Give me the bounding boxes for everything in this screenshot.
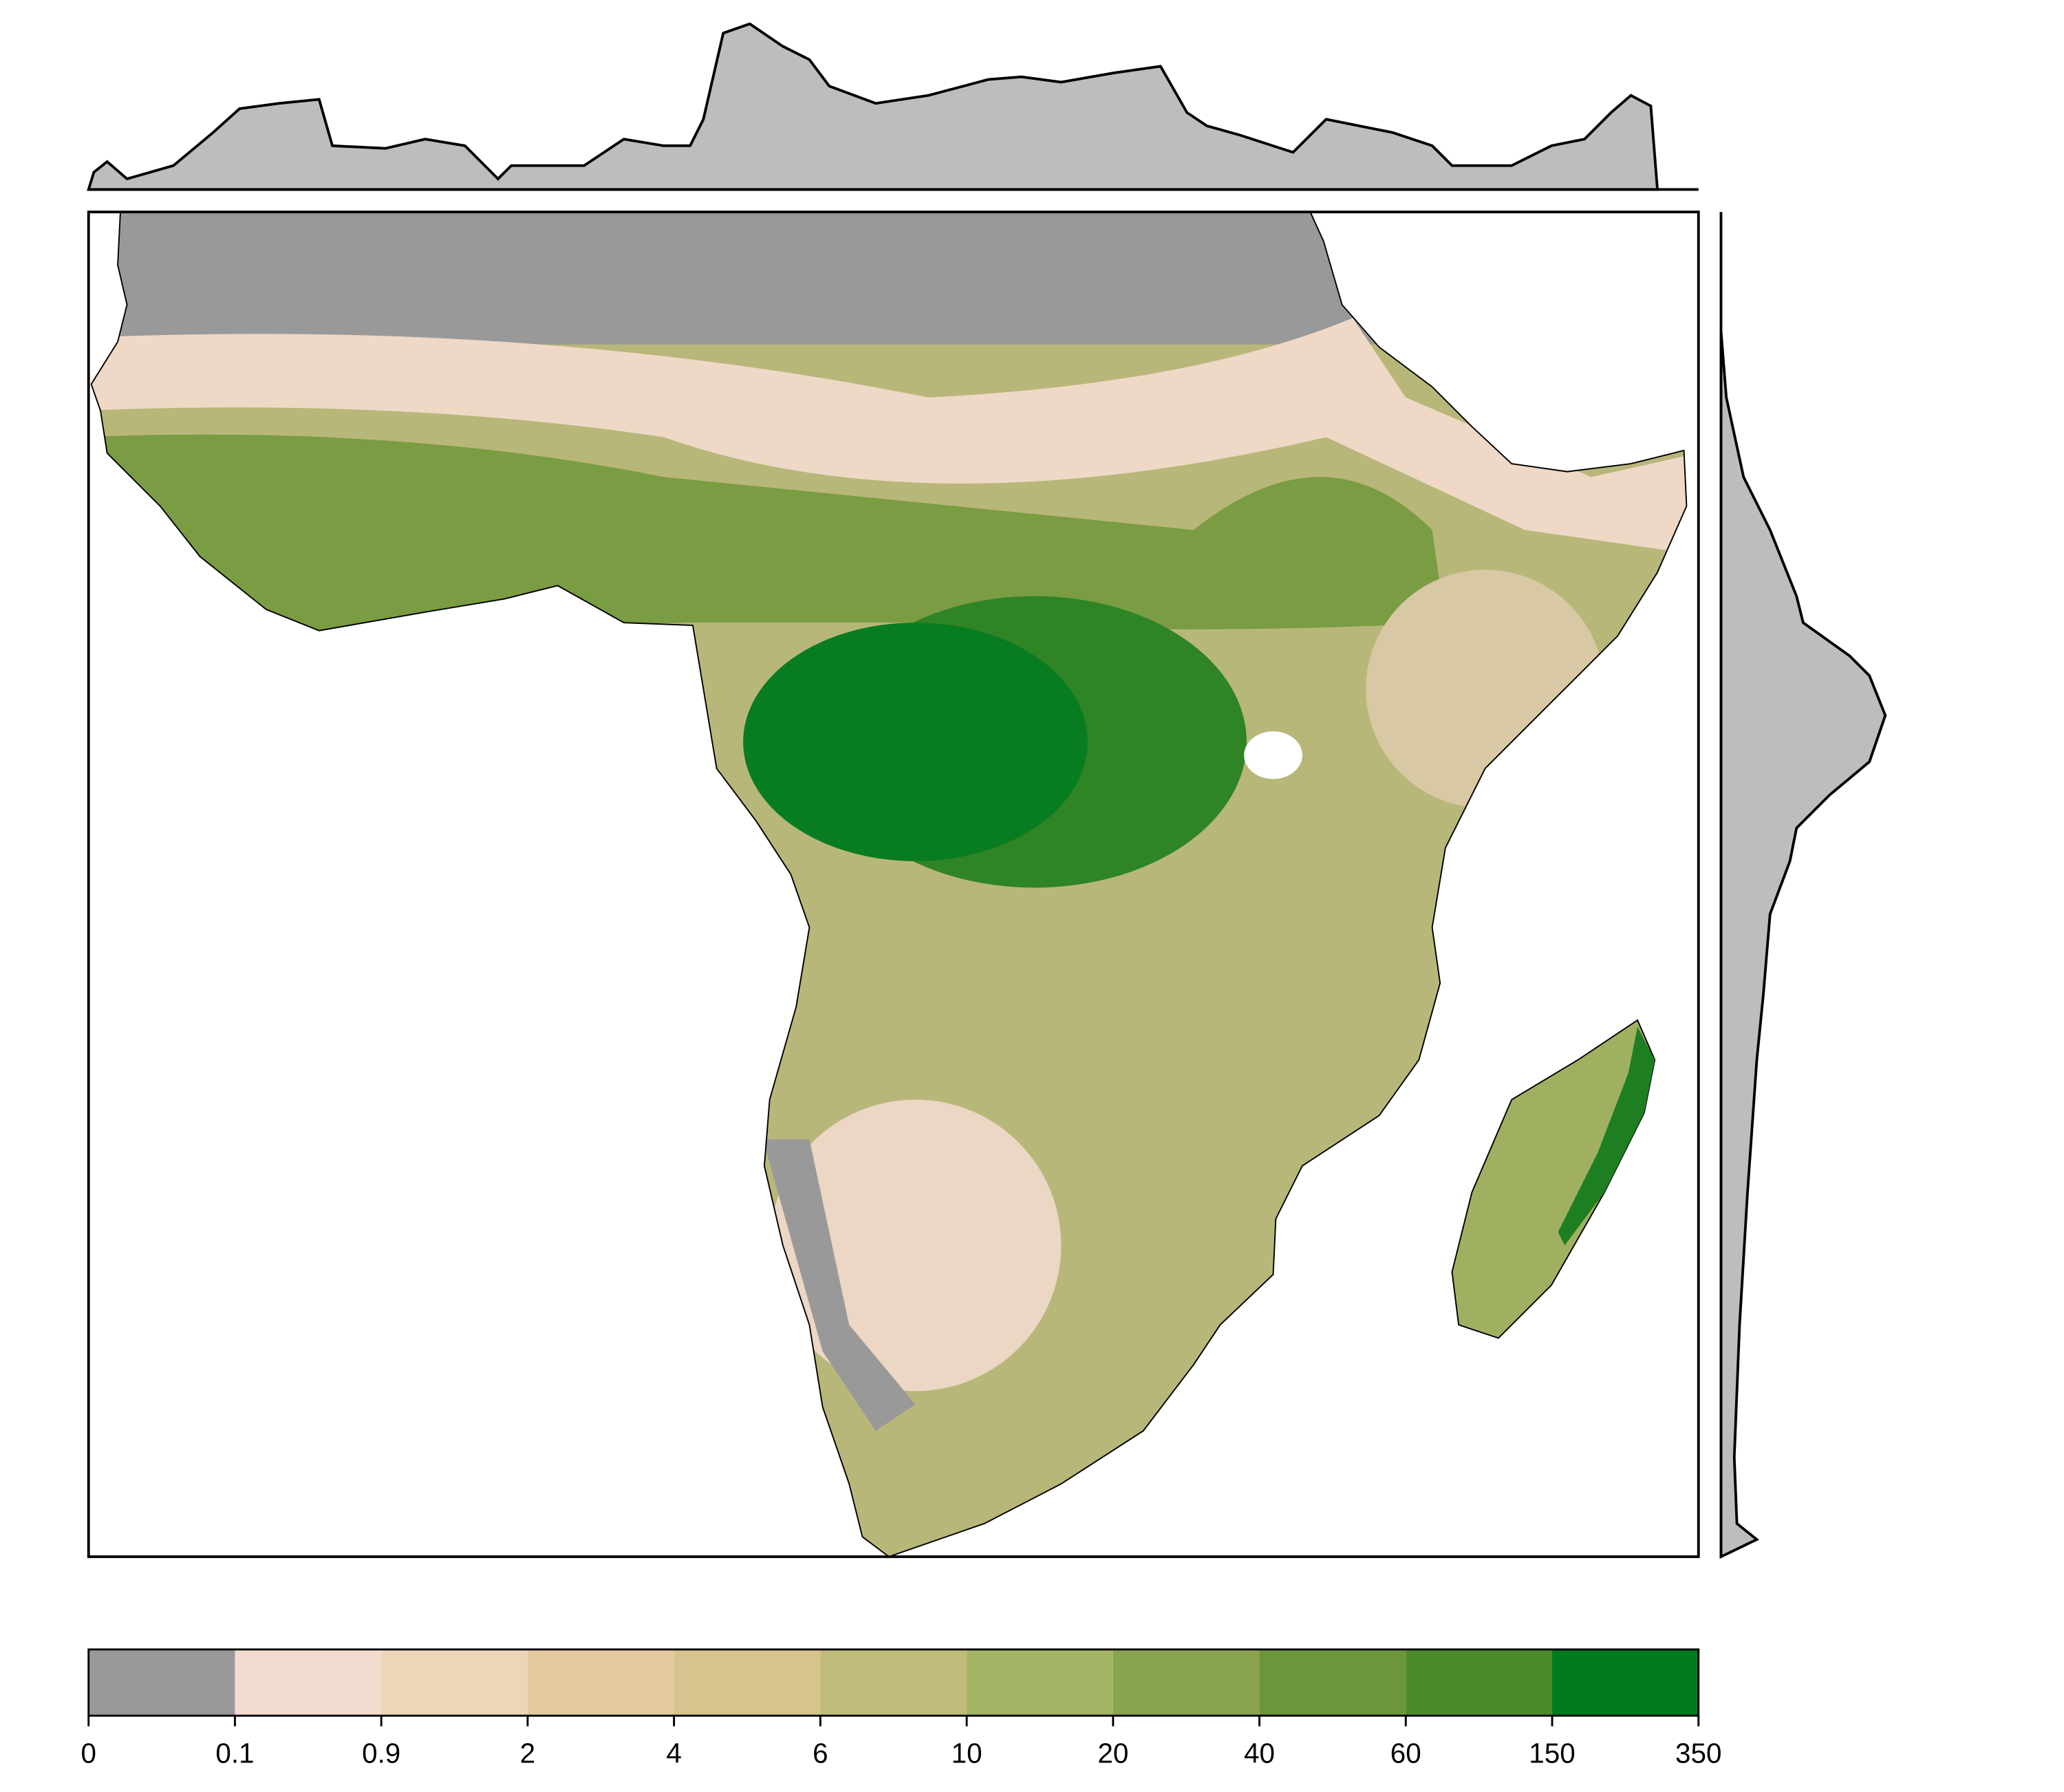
tick-label: 0.9 [362,1738,400,1769]
tick-label: 150 [1529,1738,1575,1769]
tick-label: 4 [666,1738,682,1769]
tick-label: 2 [520,1738,535,1769]
tick-label: 10 [952,1738,982,1769]
color-bin [527,1649,674,1716]
map-panel [87,210,1700,1558]
colorbar-frame [87,1648,1700,1717]
desert-band [91,212,1687,345]
sahel-band [91,318,1687,557]
color-bin [1406,1649,1553,1716]
tick-label: 350 [1675,1738,1721,1769]
color-bin [381,1649,528,1716]
horn-dry [1366,570,1604,808]
right-marginal [1719,212,1887,1559]
madagascar-forest [1558,1026,1655,1246]
color-bin [88,1649,235,1716]
lake-victoria [1244,731,1302,779]
color-bin [820,1649,967,1716]
map-frame [87,210,1700,1558]
color-bin [1552,1649,1699,1716]
savanna-band [91,434,1445,636]
top-marginal [87,22,1699,191]
africa-raster [91,212,1687,1557]
color-bin [1259,1649,1406,1716]
right-profile [1719,331,1887,1559]
namib [763,1139,916,1431]
tick-label: 20 [1097,1738,1128,1769]
madagascar [1451,1019,1656,1339]
congo-core [743,623,1088,861]
top-profile [87,22,1659,191]
color-bin [674,1649,821,1716]
colorbar: 0 0.1 0.9 2 4 6 10 20 40 60 150 350 [80,1648,1721,1769]
tick-label: 60 [1390,1738,1421,1769]
tick-label: 6 [813,1738,828,1769]
tick-label: 40 [1244,1738,1275,1769]
color-bin [1112,1649,1260,1716]
tick-label: 0.1 [215,1738,254,1769]
tick-label: 0 [80,1738,96,1769]
color-bin [967,1649,1113,1716]
color-bin [235,1649,382,1716]
